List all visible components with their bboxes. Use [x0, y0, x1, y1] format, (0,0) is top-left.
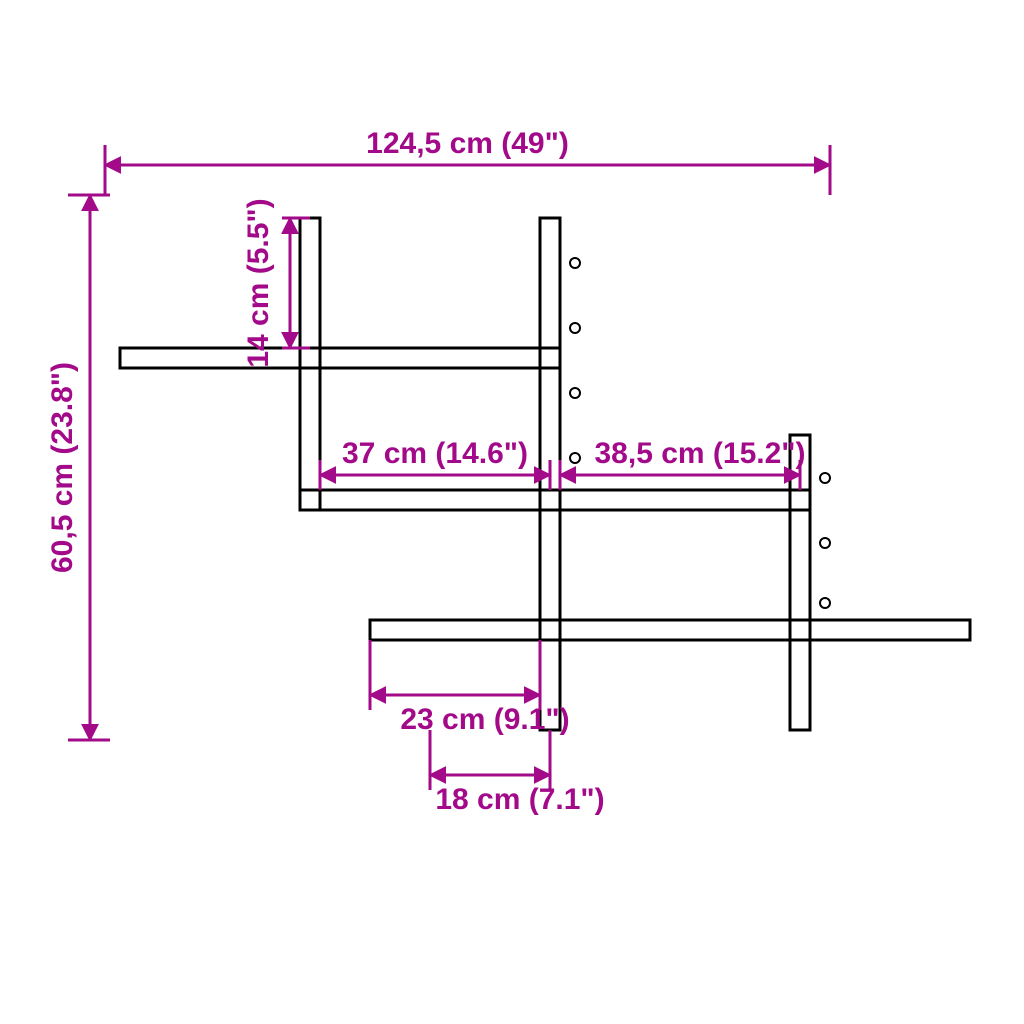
- dimension-label: 124,5 cm (49"): [366, 127, 569, 160]
- dimension-label: 37 cm (14.6"): [342, 437, 528, 470]
- mounting-hole: [570, 258, 580, 268]
- dimension-label: 14 cm (5.5"): [242, 198, 275, 367]
- mounting-hole: [570, 453, 580, 463]
- shelf-panel: [120, 348, 560, 368]
- mounting-hole: [820, 473, 830, 483]
- shelf-panel: [300, 490, 810, 510]
- shelf-panel: [370, 620, 970, 640]
- dimension-label: 23 cm (9.1"): [400, 703, 569, 736]
- mounting-hole: [570, 388, 580, 398]
- mounting-hole: [570, 323, 580, 333]
- mounting-hole: [820, 598, 830, 608]
- dimension-label: 38,5 cm (15.2"): [594, 437, 805, 470]
- dimension-label: 60,5 cm (23.8"): [46, 362, 79, 573]
- dimension-label: 18 cm (7.1"): [435, 783, 604, 816]
- mounting-hole: [820, 538, 830, 548]
